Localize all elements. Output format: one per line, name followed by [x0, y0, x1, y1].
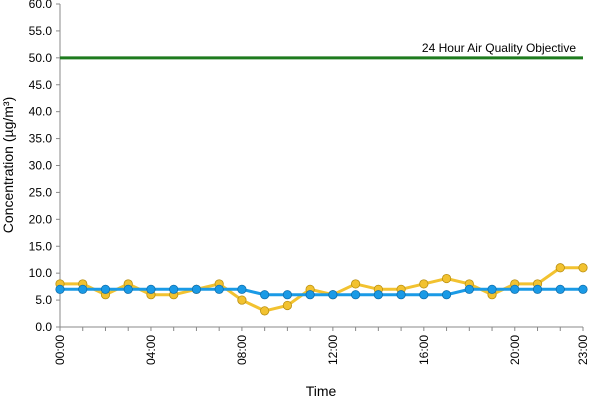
data-point [169, 284, 179, 294]
data-point [578, 263, 588, 273]
y-tick-label: 50.0 [29, 51, 53, 65]
data-point [441, 273, 452, 284]
data-point [373, 290, 383, 300]
y-tick-label: 55.0 [29, 24, 53, 38]
y-tick-label: 10.0 [29, 266, 53, 280]
y-tick-label: 15.0 [29, 239, 53, 253]
data-point [396, 290, 406, 300]
data-point [237, 284, 247, 294]
y-tick-label: 35.0 [29, 132, 53, 146]
data-point [555, 284, 565, 294]
y-axis-ticks: 0.0 5.0 10.0 15.0 20.0 25.0 30.0 35.0 40.0 45.0 50… [29, 0, 60, 334]
data-point [510, 284, 520, 294]
y-axis-title: Concentration (µg/m³) [0, 97, 16, 233]
x-axis-ticks: 00:00 04:00 08:00 12:00 16:00 20:00 23:00 [53, 327, 590, 365]
data-point [328, 290, 338, 300]
data-point [237, 295, 247, 305]
data-point [305, 290, 315, 300]
data-point [441, 290, 452, 300]
x-axis-title: Time [306, 383, 337, 399]
y-tick-label: 20.0 [29, 212, 53, 226]
y-tick-label: 0.0 [35, 320, 52, 334]
data-point [419, 290, 429, 300]
data-point [146, 284, 156, 294]
data-point [532, 284, 543, 294]
data-point [351, 279, 361, 289]
data-point [260, 306, 270, 316]
data-point [282, 300, 292, 311]
reference-line-group: 24 Hour Air Quality Objective [60, 41, 583, 60]
y-tick-label: 5.0 [35, 293, 52, 307]
x-tick-label: 12:00 [326, 335, 340, 365]
data-point [214, 284, 224, 294]
x-tick-label: 16:00 [417, 335, 431, 365]
data-point [419, 279, 429, 289]
y-tick-label: 25.0 [29, 185, 53, 199]
x-tick-label: 20:00 [508, 335, 522, 365]
y-tick-label: 45.0 [29, 78, 53, 92]
x-tick-label: 00:00 [53, 335, 67, 365]
x-tick-label: 04:00 [144, 335, 158, 365]
data-point [55, 284, 65, 294]
data-point [123, 284, 133, 294]
y-tick-label: 40.0 [29, 105, 53, 119]
data-point [260, 290, 270, 300]
data-point [487, 284, 497, 294]
data-point [351, 290, 361, 300]
x-tick-label: 08:00 [235, 335, 249, 365]
data-point [464, 284, 474, 294]
x-tick-label: 23:00 [576, 335, 590, 365]
series-2 [55, 284, 588, 300]
reference-line-label: 24 Hour Air Quality Objective [422, 41, 576, 55]
data-point [555, 263, 565, 273]
series-group [55, 263, 588, 316]
y-tick-label: 30.0 [29, 159, 53, 173]
data-point [191, 284, 202, 294]
data-point [578, 284, 588, 294]
y-tick-label: 60.0 [29, 0, 53, 11]
data-point [282, 290, 292, 300]
data-point [100, 284, 111, 294]
data-point [78, 284, 88, 294]
